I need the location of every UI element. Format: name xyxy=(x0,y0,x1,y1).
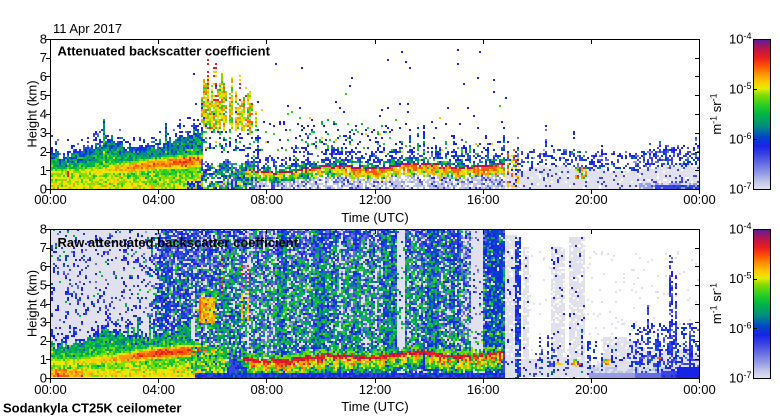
svg-text:08:00: 08:00 xyxy=(251,382,284,397)
svg-text:4: 4 xyxy=(40,107,47,122)
svg-text:Height (km): Height (km) xyxy=(25,270,40,337)
svg-text:7: 7 xyxy=(40,50,47,65)
svg-text:3: 3 xyxy=(40,125,47,140)
svg-text:8: 8 xyxy=(40,32,47,47)
svg-text:04:00: 04:00 xyxy=(142,382,175,397)
svg-text:00:00: 00:00 xyxy=(683,382,716,397)
svg-text:20:00: 20:00 xyxy=(575,192,608,207)
svg-text:7: 7 xyxy=(40,240,47,255)
svg-text:Raw attenuated backscatter coe: Raw attenuated backscatter coefficient xyxy=(58,235,299,250)
svg-text:00:00: 00:00 xyxy=(34,382,67,397)
svg-text:12:00: 12:00 xyxy=(359,192,392,207)
svg-text:5: 5 xyxy=(40,277,47,292)
svg-text:0: 0 xyxy=(40,371,47,386)
svg-text:0: 0 xyxy=(40,182,47,197)
svg-text:m-1 sr-1: m-1 sr-1 xyxy=(709,93,725,134)
svg-text:2: 2 xyxy=(40,333,47,348)
svg-text:16:00: 16:00 xyxy=(467,382,500,397)
svg-text:2: 2 xyxy=(40,144,47,159)
svg-text:12:00: 12:00 xyxy=(359,382,392,397)
svg-text:Time (UTC): Time (UTC) xyxy=(341,210,408,225)
svg-text:00:00: 00:00 xyxy=(683,192,716,207)
svg-text:11 Apr 2017: 11 Apr 2017 xyxy=(53,21,122,36)
svg-text:5: 5 xyxy=(40,88,47,103)
svg-text:1: 1 xyxy=(40,352,47,367)
svg-text:8: 8 xyxy=(40,222,47,237)
svg-text:04:00: 04:00 xyxy=(142,192,175,207)
svg-text:m-1 sr-1: m-1 sr-1 xyxy=(709,283,725,324)
svg-text:08:00: 08:00 xyxy=(251,192,284,207)
svg-text:16:00: 16:00 xyxy=(467,192,500,207)
svg-text:20:00: 20:00 xyxy=(575,382,608,397)
svg-text:1: 1 xyxy=(40,163,47,178)
svg-text:Height (km): Height (km) xyxy=(25,80,40,147)
svg-text:Sodankyla CT25K ceilometer: Sodankyla CT25K ceilometer xyxy=(3,401,181,416)
svg-text:3: 3 xyxy=(40,315,47,330)
svg-text:Time (UTC): Time (UTC) xyxy=(341,399,408,414)
svg-text:6: 6 xyxy=(40,259,47,274)
svg-text:Attenuated backscatter coeffic: Attenuated backscatter coefficient xyxy=(58,44,271,59)
svg-text:4: 4 xyxy=(40,296,47,311)
svg-text:00:00: 00:00 xyxy=(34,192,67,207)
svg-text:6: 6 xyxy=(40,69,47,84)
